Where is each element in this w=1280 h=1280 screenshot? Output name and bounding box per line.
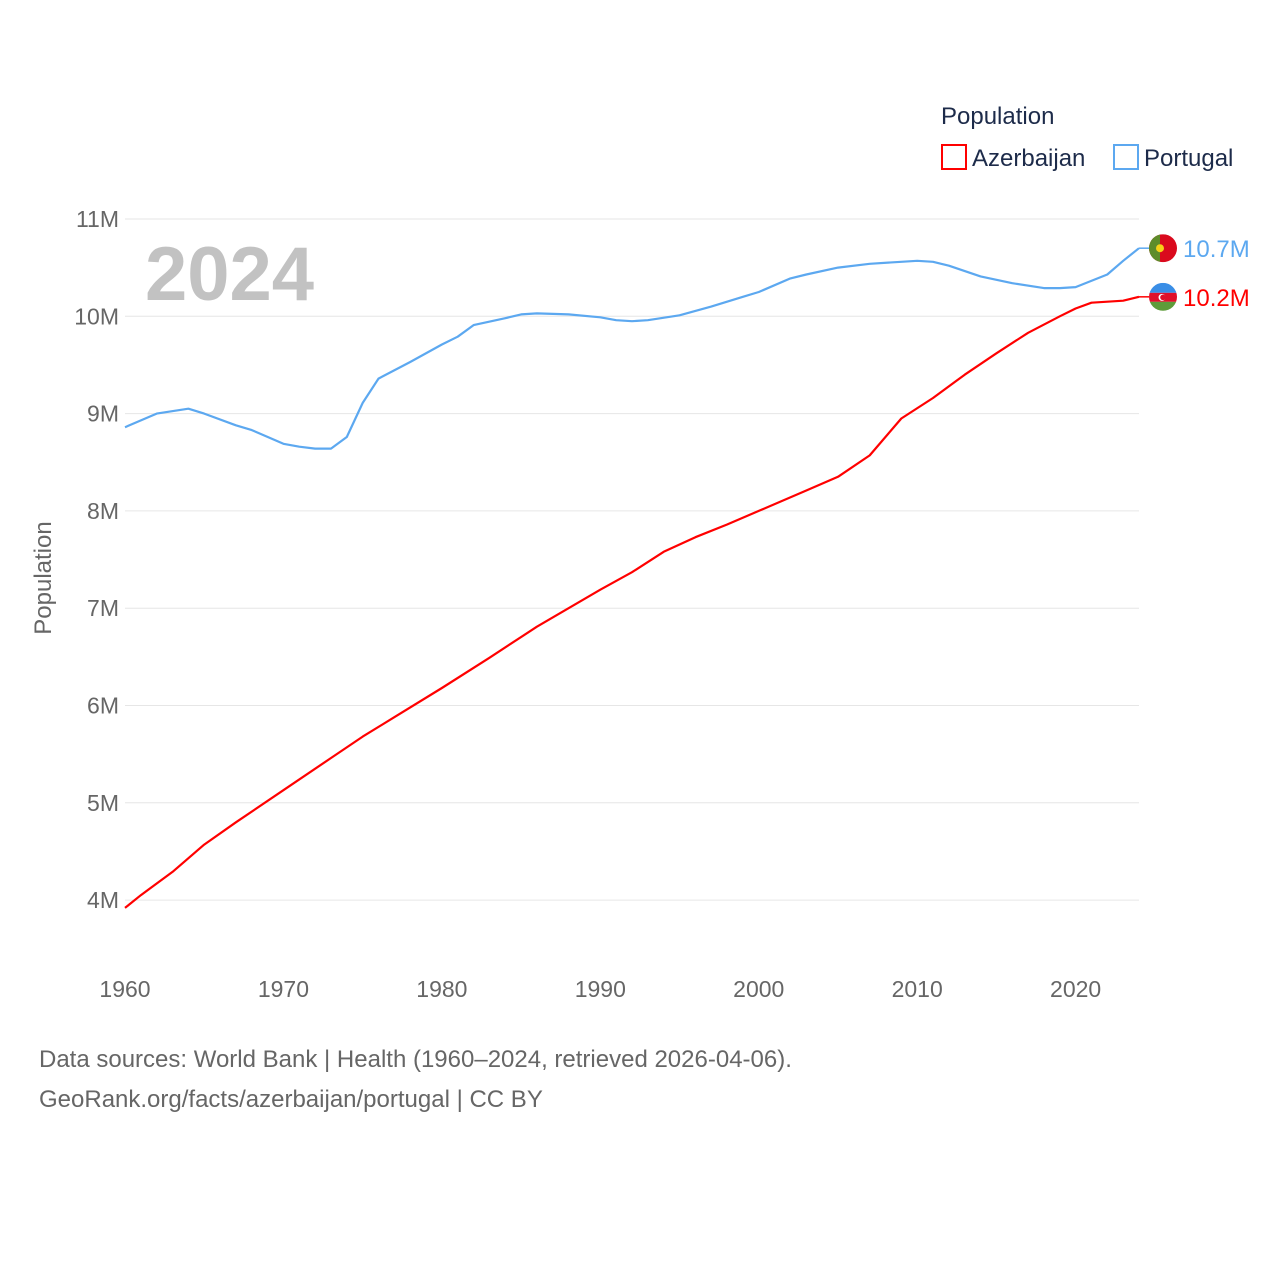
year-watermark: 2024 (145, 232, 314, 317)
azerbaijan-flag-icon (1149, 282, 1177, 311)
end-value-label-azerbaijan: 10.2M (1183, 285, 1250, 312)
x-tick-label: 1980 (416, 976, 467, 1002)
x-axis: 1960 1970 1980 1990 2000 2010 2020 (99, 976, 1101, 1002)
end-labels: 10.2M 10.7M (1139, 234, 1250, 312)
y-tick-label: 6M (87, 693, 119, 719)
series-line-portugal[interactable] (124, 247, 1140, 450)
legend: Population Azerbaijan Portugal (941, 103, 1233, 172)
legend-swatch-portugal[interactable] (1113, 144, 1139, 170)
y-tick-label: 5M (87, 790, 119, 816)
y-tick-label: 7M (87, 595, 119, 621)
y-tick-label: 10M (74, 303, 119, 329)
x-tick-label: 1990 (575, 976, 626, 1002)
x-tick-label: 2000 (733, 976, 784, 1002)
legend-title: Population (941, 103, 1054, 130)
portugal-flag-icon (1149, 234, 1177, 263)
footer-link[interactable]: GeoRank.org/facts/azerbaijan/portugal | … (39, 1086, 543, 1113)
legend-swatch-azerbaijan[interactable] (941, 144, 967, 170)
y-tick-label: 8M (87, 498, 119, 524)
footer-sources: Data sources: World Bank | Health (1960–… (39, 1046, 792, 1073)
x-tick-label: 2010 (892, 976, 943, 1002)
series-lines (124, 247, 1140, 909)
x-tick-label: 2020 (1050, 976, 1101, 1002)
y-tick-label: 9M (87, 401, 119, 427)
y-tick-label: 4M (87, 887, 119, 913)
end-value-label-portugal: 10.7M (1183, 236, 1250, 263)
series-line-azerbaijan[interactable] (124, 295, 1140, 909)
y-axis: 4M 5M 6M 7M 8M 9M 10M 11M (74, 206, 119, 913)
x-tick-label: 1970 (258, 976, 309, 1002)
legend-label-portugal[interactable]: Portugal (1144, 145, 1233, 172)
y-tick-label: 11M (76, 206, 119, 232)
y-axis-label: Population (30, 521, 57, 634)
gridlines (125, 218, 1139, 901)
x-tick-label: 1960 (99, 976, 150, 1002)
legend-label-azerbaijan[interactable]: Azerbaijan (972, 145, 1085, 172)
